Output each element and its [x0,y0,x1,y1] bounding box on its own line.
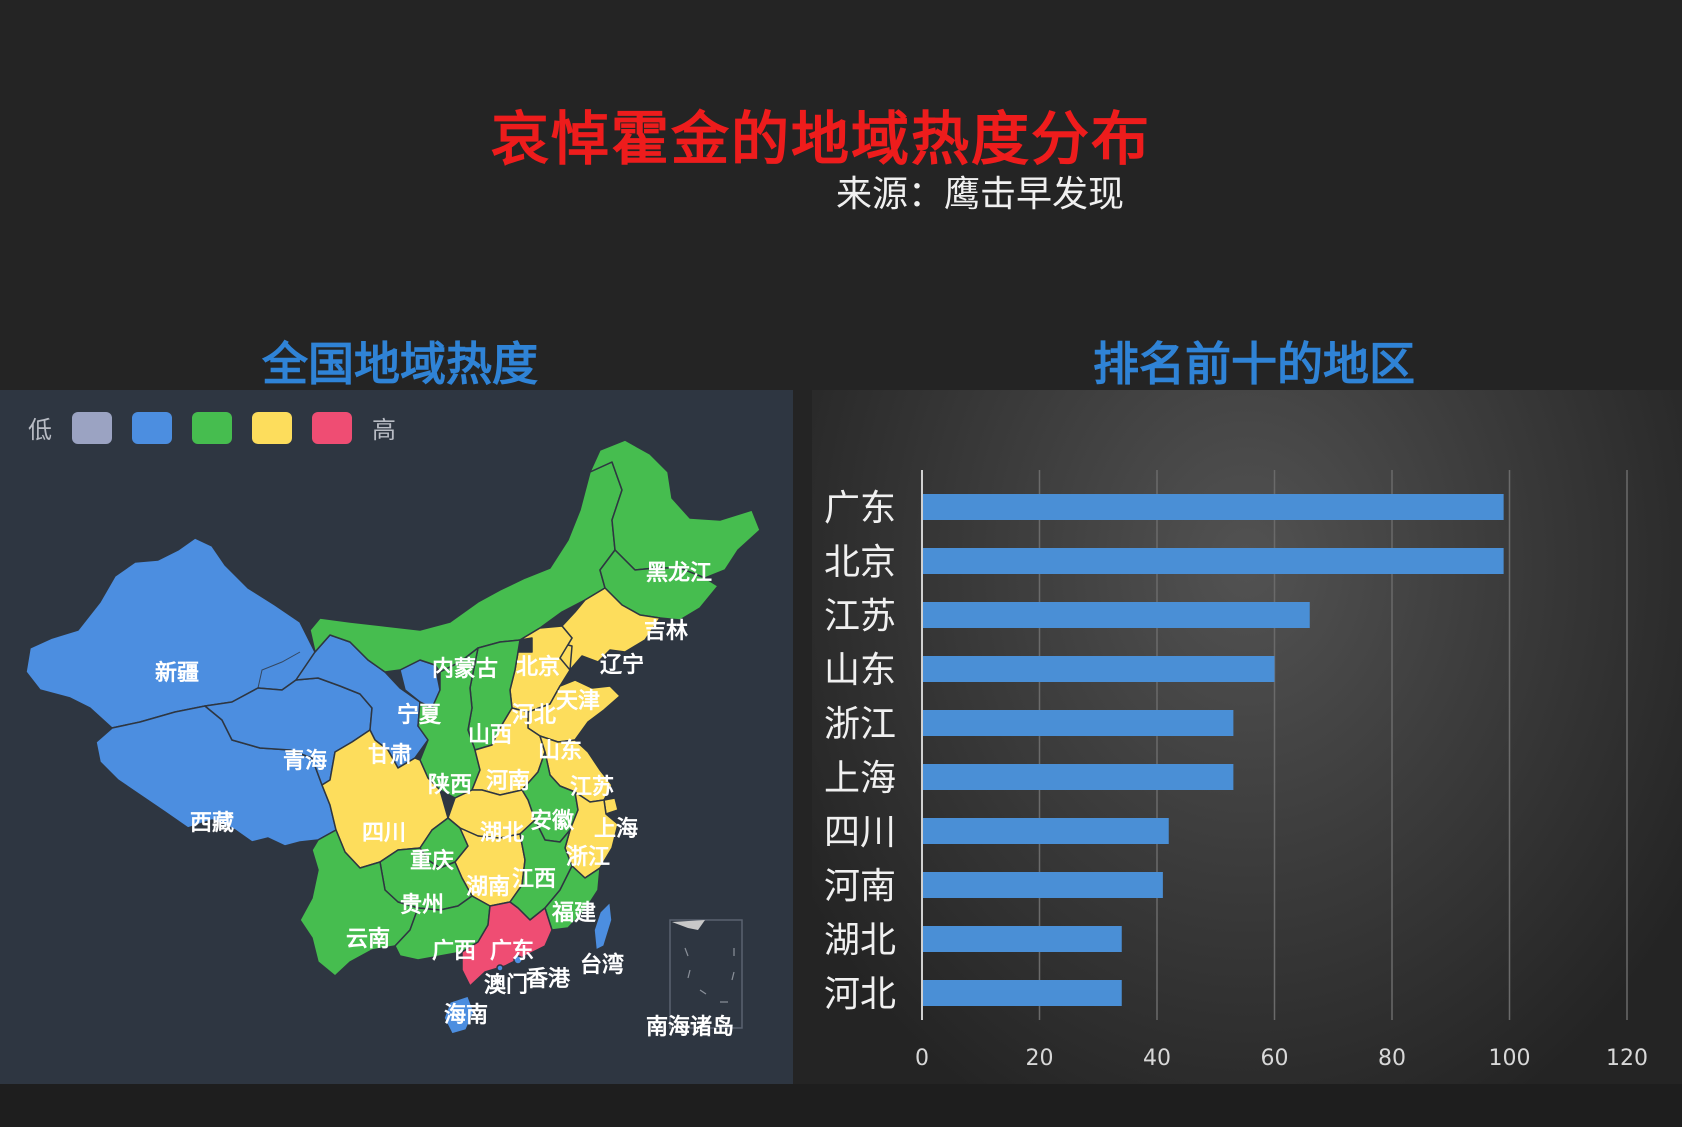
label-xianggang: 香港 [526,967,571,992]
label-shanxi: 山西 [468,723,512,748]
x-tick-label: 60 [1261,1046,1289,1071]
label-heilongjiang: 黑龙江 [646,561,712,586]
x-tick-labels: 0 20 40 60 80 100 120 [915,1046,1648,1071]
china-heat-map: 低 高 [0,390,793,1084]
category-label: 北京 [824,542,896,583]
region-heilongjiang[interactable] [589,439,761,579]
label-hebei: 河北 [512,703,556,728]
bar[interactable] [922,980,1122,1006]
legend-high-label: 高 [372,416,396,444]
label-guangxi: 广西 [432,938,476,964]
label-tianjin: 天津 [556,688,600,714]
bar-layer [922,494,1504,1006]
inset-frame [669,919,743,1029]
region-yunnan[interactable] [299,829,419,977]
legend-swatch[interactable] [252,411,292,444]
label-xinjiang: 新疆 [155,660,199,686]
label-hainan: 海南 [444,1002,488,1028]
page-title: 哀悼霍金的地域热度分布 [490,105,1151,173]
x-tick-label: 80 [1378,1046,1406,1071]
label-beijing: 北京 [516,654,560,680]
category-label: 广东 [824,488,896,529]
legend-swatch[interactable] [312,411,352,444]
region-taiwan[interactable] [593,901,613,951]
bar[interactable] [922,656,1275,682]
label-guizhou: 贵州 [400,893,444,918]
label-ningxia: 宁夏 [397,702,442,728]
category-label: 湖北 [824,920,896,961]
bar[interactable] [922,818,1169,844]
label-henan: 河南 [486,769,530,794]
region-xianggang[interactable] [513,955,523,965]
category-label: 浙江 [824,704,896,745]
label-neimenggu: 内蒙古 [432,656,498,682]
label-jiangsu: 江苏 [570,774,614,800]
legend-swatch[interactable] [192,411,232,444]
map-panel-title: 全国地域热度 [262,337,538,391]
label-liaoning: 辽宁 [600,652,644,678]
label-jilin: 吉林 [644,618,688,644]
label-zhejiang: 浙江 [566,845,610,870]
legend-swatch[interactable] [132,411,172,444]
label-jiangxi: 江西 [512,867,556,892]
x-tick-label: 0 [915,1046,929,1071]
category-label: 四川 [824,812,896,853]
category-label: 河南 [824,866,896,907]
bar[interactable] [922,926,1122,952]
top10-chart-panel: 广东北京江苏山东浙江上海四川河南湖北河北 0 20 40 60 80 100 120 [812,390,1682,1084]
chart-panel-title: 排名前十的地区 [1093,337,1415,391]
label-anhui: 安徽 [530,808,575,834]
heat-legend: 低 高 [28,410,396,445]
china-map-svg: 新疆 西藏 青海 甘肃 宁夏 内蒙古 黑龙江 吉林 辽宁 北京 天津 河北 山西… [25,439,761,1040]
region-fujian[interactable] [544,865,601,931]
inset-landmass [672,920,705,930]
x-tick-label: 20 [1026,1046,1054,1071]
category-label: 山东 [824,650,896,691]
bar[interactable] [922,872,1163,898]
region-labels: 新疆 西藏 青海 甘肃 宁夏 内蒙古 黑龙江 吉林 辽宁 北京 天津 河北 山西… [155,561,734,1040]
label-yunnan: 云南 [346,927,390,952]
label-aomen: 澳门 [484,972,528,998]
label-gansu: 甘肃 [368,742,412,768]
label-qinghai: 青海 [283,748,327,774]
region-aomen[interactable] [496,964,504,972]
label-chongqing: 重庆 [410,848,454,874]
legend-low-label: 低 [28,416,52,444]
x-tick-label: 40 [1143,1046,1171,1071]
label-taiwan: 台湾 [580,952,624,978]
label-shanghai: 上海 [594,816,638,842]
bar[interactable] [922,764,1234,790]
label-shaanxi: 陕西 [428,773,472,798]
inset-dashes [684,947,735,1003]
source-label: 来源：鹰击早发现 [836,174,1125,215]
bar[interactable] [922,548,1504,574]
bottom-strip [0,1084,1682,1127]
label-xizang: 西藏 [190,811,234,836]
label-shandong: 山东 [538,738,582,764]
category-label: 江苏 [824,596,896,637]
category-label: 上海 [824,758,896,799]
label-hunan: 湖南 [466,875,510,900]
legend-swatch[interactable] [72,411,112,444]
label-hubei: 湖北 [480,821,524,846]
label-guangdong: 广东 [490,938,534,964]
label-fujian: 福建 [551,901,596,926]
x-tick-label: 120 [1606,1046,1648,1071]
x-tick-label: 100 [1489,1046,1531,1071]
label-sichuan: 四川 [362,821,406,846]
bar[interactable] [922,602,1310,628]
bar[interactable] [922,494,1504,520]
south-sea-inset [669,919,743,1029]
bar[interactable] [922,710,1234,736]
category-label: 河北 [824,974,896,1015]
region-hainan[interactable] [443,995,475,1035]
internal-borders [257,651,301,689]
label-nanhai: 南海诸岛 [646,1014,734,1040]
